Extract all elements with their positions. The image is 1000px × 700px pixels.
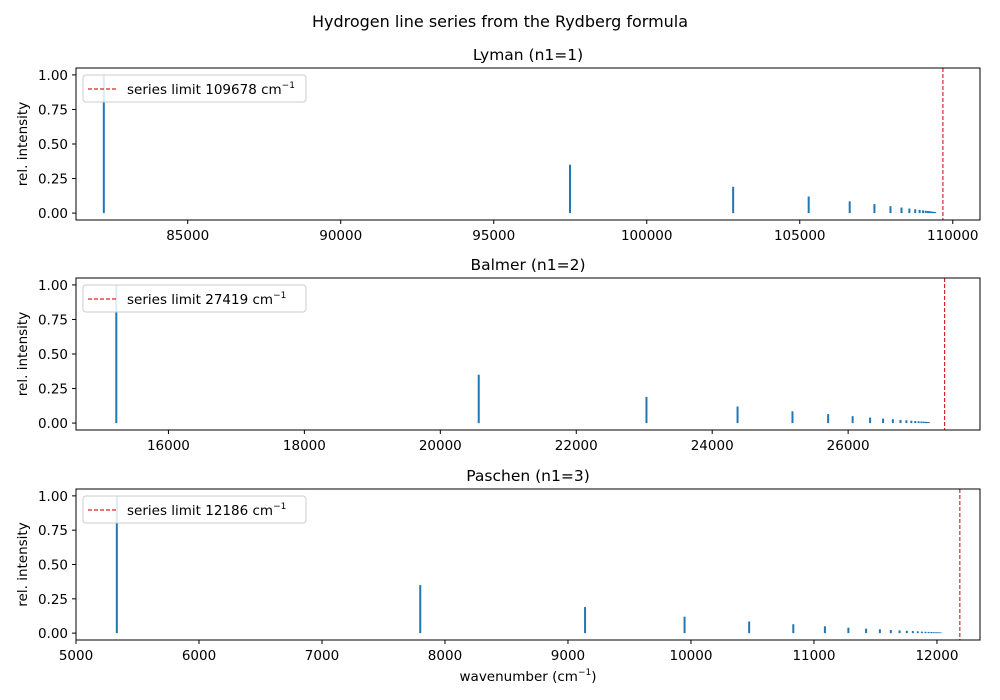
x-tick-label: 9000 xyxy=(551,648,585,664)
y-axis-label: rel. intensity xyxy=(15,102,31,186)
x-axis-label-superscript: −1 xyxy=(578,668,591,678)
y-tick-label: 0.75 xyxy=(38,523,68,539)
y-tick-label: 0.25 xyxy=(38,592,68,608)
x-tick-label: 8000 xyxy=(428,648,462,664)
y-tick-label: 0.00 xyxy=(38,416,68,432)
y-tick-label: 0.25 xyxy=(38,172,68,188)
x-tick-label: 105000 xyxy=(774,228,826,244)
legend-label-superscript: −1 xyxy=(273,291,286,301)
legend-label: series limit 109678 cm−1 xyxy=(127,81,295,98)
x-tick-label: 110000 xyxy=(927,228,979,244)
x-tick-label: 10000 xyxy=(669,648,712,664)
x-axis-label-text: wavenumber (cm xyxy=(460,669,578,685)
y-tick-label: 1.00 xyxy=(38,68,68,84)
y-tick-label: 0.00 xyxy=(38,206,68,222)
x-tick-label: 90000 xyxy=(319,228,362,244)
y-tick-label: 0.50 xyxy=(38,347,68,363)
y-axis-label: rel. intensity xyxy=(15,522,31,606)
y-tick-label: 0.50 xyxy=(38,137,68,153)
legend-label: series limit 12186 cm−1 xyxy=(127,502,286,519)
legend: series limit 12186 cm−1 xyxy=(82,495,307,524)
y-tick-label: 0.00 xyxy=(38,626,68,642)
subplot-panels: Lyman (n1=1) rel. intensity 0.00 0.25 0.50 0.… xyxy=(15,46,981,685)
x-tick-label: 22000 xyxy=(555,438,598,454)
x-tick-label: 5000 xyxy=(59,648,93,664)
subplot-title: Balmer (n1=2) xyxy=(470,256,585,274)
x-tick-label: 16000 xyxy=(147,438,190,454)
legend-box xyxy=(82,74,307,103)
y-tick-label: 0.75 xyxy=(38,102,68,118)
x-tick-label: 11000 xyxy=(792,648,835,664)
x-tick-label: 85000 xyxy=(166,228,209,244)
x-tick-label: 95000 xyxy=(472,228,515,244)
legend-label-text: series limit 109678 cm xyxy=(127,82,282,98)
figure-suptitle: Hydrogen line series from the Rydberg fo… xyxy=(312,12,688,31)
y-tick-label: 1.00 xyxy=(38,489,68,505)
x-tick-label: 12000 xyxy=(915,648,958,664)
y-tick-label: 0.50 xyxy=(38,558,68,574)
y-tick-label: 0.25 xyxy=(38,382,68,398)
x-tick-label: 100000 xyxy=(621,228,673,244)
subplot-0: Lyman (n1=1) rel. intensity 0.00 0.25 0.50 0.… xyxy=(15,46,981,244)
y-axis-label: rel. intensity xyxy=(15,312,31,396)
legend: series limit 109678 cm−1 xyxy=(82,74,307,103)
x-tick-label: 6000 xyxy=(182,648,216,664)
legend-box xyxy=(82,495,307,524)
subplot-title: Lyman (n1=1) xyxy=(473,46,583,64)
legend-label: series limit 27419 cm−1 xyxy=(127,291,286,308)
y-tick-label: 0.75 xyxy=(38,312,68,328)
subplot-title: Paschen (n1=3) xyxy=(466,467,590,485)
x-axis-label-suffix: ) xyxy=(591,669,596,685)
legend-label-text: series limit 27419 cm xyxy=(127,292,273,308)
subplot-1: Balmer (n1=2) rel. intensity 0.00 0.25 0.50 0… xyxy=(15,256,981,454)
legend-box xyxy=(82,284,307,313)
subplot-2: Paschen (n1=3) rel. intensity 0.00 0.25 0.50… xyxy=(15,467,981,685)
x-tick-label: 18000 xyxy=(283,438,326,454)
legend-label-superscript: −1 xyxy=(282,81,295,91)
x-tick-label: 7000 xyxy=(305,648,339,664)
x-tick-label: 26000 xyxy=(827,438,870,454)
legend: series limit 27419 cm−1 xyxy=(82,284,307,313)
y-tick-label: 1.00 xyxy=(38,278,68,294)
x-tick-label: 20000 xyxy=(419,438,462,454)
x-tick-label: 24000 xyxy=(691,438,734,454)
legend-label-superscript: −1 xyxy=(273,502,286,512)
x-axis-label: wavenumber (cm−1) xyxy=(460,668,597,685)
legend-label-text: series limit 12186 cm xyxy=(127,503,273,519)
